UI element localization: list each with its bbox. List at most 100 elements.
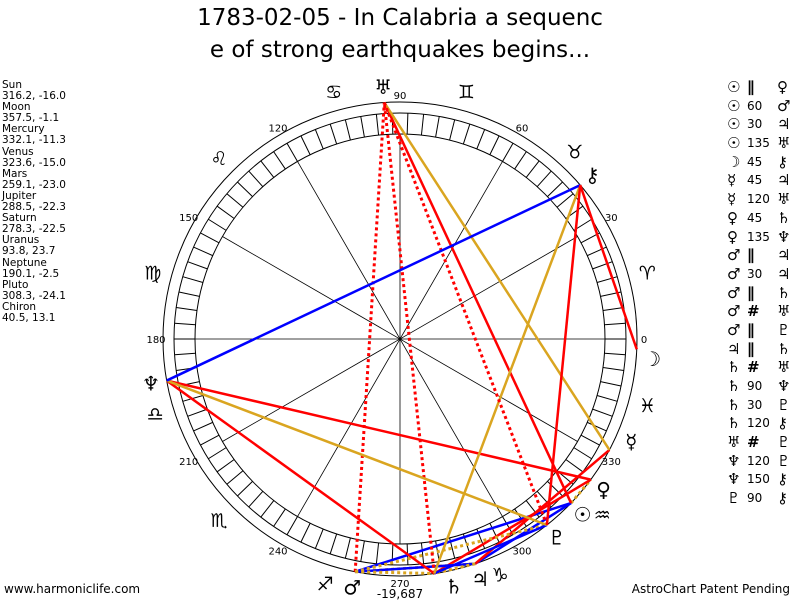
- degree-tick: [573, 447, 592, 460]
- moon-glyph-icon: ☽︎: [727, 152, 741, 171]
- pluto-glyph-icon: ♇︎: [777, 395, 791, 414]
- planet-name-moon: Moon: [2, 101, 31, 114]
- degree-label: 270: [390, 579, 409, 590]
- degree-tick: [344, 537, 351, 559]
- degree-tick: [260, 500, 275, 518]
- degree-tick: [449, 119, 456, 141]
- outer-circle: [162, 101, 638, 577]
- degree-tick: [300, 523, 311, 543]
- uranus-glyph-icon: ♅︎: [777, 358, 791, 377]
- zodiac-sign-icon: ♐︎: [317, 574, 334, 596]
- division-line: [222, 236, 578, 442]
- zodiac-sign-icon: ♍︎: [144, 263, 161, 285]
- degree-tick: [200, 434, 220, 446]
- planet-coords-saturn: 278.3, -22.5: [2, 223, 66, 236]
- degree-tick: [329, 123, 338, 145]
- degree-tick: [226, 470, 244, 485]
- aspect-row: ♂︎ ∥ ♇︎: [727, 321, 797, 340]
- zodiac-sign-icon: ♏︎: [210, 510, 227, 532]
- aspect-type: #: [747, 302, 760, 321]
- aspect-row: ♆︎ 120 ♇︎: [727, 452, 797, 471]
- degree-tick: [360, 116, 365, 138]
- degree-tick: [216, 459, 235, 473]
- saturn-glyph-icon: ♄︎: [727, 395, 741, 414]
- degree-tick: [462, 123, 471, 145]
- pluto-glyph-icon: ♇︎: [777, 451, 791, 470]
- aspect-line-mars-saturn: [355, 570, 435, 576]
- planet-coords-neptune: 190.1, -2.5: [2, 267, 60, 280]
- planet-name-chiron: Chiron: [2, 300, 37, 313]
- degree-tick: [435, 116, 440, 138]
- planet-name-venus: Venus: [2, 145, 34, 158]
- aspect-line-pluto-chiron: [545, 184, 582, 526]
- zodiac-sign-icon: ♉︎: [566, 142, 583, 164]
- venus-glyph-icon: ♀︎: [596, 477, 611, 501]
- planet-name-pluto: Pluto: [2, 278, 29, 291]
- aspect-line-sun-jupiter: [474, 501, 572, 565]
- chiron-glyph-icon: ⚷︎: [777, 152, 788, 171]
- planet-name-mars: Mars: [2, 167, 28, 180]
- zodiac-sign-icon: ♋︎: [325, 82, 342, 104]
- patent-note: AstroChart Patent Pending: [631, 582, 790, 596]
- neptune-glyph-icon: ♆︎: [727, 470, 741, 489]
- degree-tick: [174, 352, 196, 356]
- degree-tick: [587, 421, 607, 432]
- aspect-row: ♀︎ 135 ♆︎: [727, 228, 797, 247]
- aspect-line-saturn-chiron: [433, 184, 582, 574]
- bottom-value: -19,687: [377, 587, 423, 600]
- moon-glyph-icon: ☽︎: [643, 347, 661, 371]
- aspect-row: ♂︎ ∥ ♃︎: [727, 246, 797, 265]
- aspect-row: ♆︎ 150 ⚷︎: [727, 470, 797, 489]
- aspect-line-moon-chiron: [579, 184, 638, 350]
- saturn-glyph-icon: ♄︎: [777, 339, 791, 358]
- degree-tick: [286, 516, 298, 535]
- pluto-glyph-icon: ♇︎: [777, 433, 791, 452]
- degree-label: 300: [512, 546, 531, 557]
- degree-tick: [314, 528, 324, 549]
- aspect-row: ☉︎ 135 ♅︎: [727, 134, 797, 153]
- saturn-glyph-icon: ♄︎: [777, 208, 791, 227]
- venus-glyph-icon: ♀︎: [727, 208, 738, 227]
- planet-name-sun: Sun: [2, 79, 22, 91]
- jupiter-glyph-icon: ♃︎: [777, 171, 791, 190]
- planet-coords-chiron: 40.5, 13.1: [2, 311, 56, 324]
- degree-label: 330: [602, 457, 621, 468]
- mars-glyph-icon: ♂︎: [727, 320, 741, 339]
- planet-coords-pluto: 308.3, -24.1: [2, 289, 66, 302]
- degree-tick: [420, 114, 425, 136]
- zodiac-sign-icon: ♒︎: [594, 505, 611, 527]
- website-link[interactable]: www.harmoniclife.com: [4, 582, 141, 596]
- aspect-row: ♃︎ ∥ ♄︎: [727, 340, 797, 359]
- degree-tick: [514, 151, 527, 170]
- aspect-type: 90: [747, 379, 763, 393]
- degree-tick: [344, 119, 351, 141]
- degree-label: 180: [146, 335, 165, 346]
- degree-tick: [208, 218, 227, 231]
- neptune-glyph-icon: ♆︎: [727, 451, 741, 470]
- degree-tick: [547, 181, 563, 197]
- uranus-glyph-icon: ♅︎: [727, 433, 741, 452]
- aspect-row: ☿︎ 120 ♅︎: [727, 190, 797, 209]
- aspect-type: #: [747, 358, 760, 377]
- planet-name-jupiter: Jupiter: [2, 189, 37, 202]
- planet-coords-jupiter: 288.5, -22.3: [2, 201, 66, 214]
- saturn-glyph-icon: ♄︎: [727, 414, 741, 433]
- mercury-glyph-icon: ☿︎: [625, 430, 637, 454]
- zodiac-sign-icon: ♌︎: [210, 148, 227, 170]
- mercury-glyph-icon: ☿︎: [727, 190, 737, 209]
- mercury-glyph-icon: ☿︎: [727, 171, 737, 190]
- sun-glyph-icon: ☉︎: [574, 502, 592, 526]
- mars-glyph-icon: ♂︎: [727, 283, 741, 302]
- aspect-row: ♄︎ # ♅︎: [727, 358, 797, 377]
- pluto-glyph-icon: ♇︎: [777, 320, 791, 339]
- aspect-row: ♄︎ 30 ♇︎: [727, 396, 797, 415]
- degree-tick: [360, 540, 365, 562]
- planet-coords-sun: 316.2, -16.0: [2, 90, 66, 103]
- chiron-glyph-icon: ⚷︎: [777, 489, 788, 508]
- pluto-glyph-icon: ♇︎: [727, 489, 741, 508]
- degree-tick: [489, 523, 500, 543]
- degree-tick: [580, 434, 600, 446]
- aspect-type: 135: [747, 136, 770, 151]
- zodiac-sign-icon: ♎︎: [147, 404, 164, 426]
